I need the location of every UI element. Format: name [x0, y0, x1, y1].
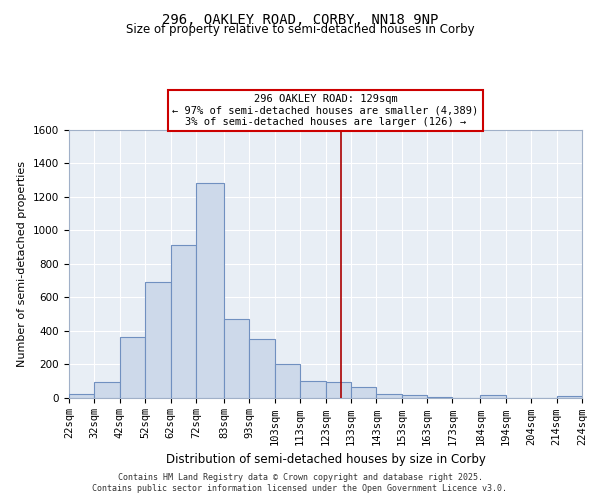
- Y-axis label: Number of semi-detached properties: Number of semi-detached properties: [17, 161, 28, 367]
- Text: 296 OAKLEY ROAD: 129sqm
← 97% of semi-detached houses are smaller (4,389)
3% of : 296 OAKLEY ROAD: 129sqm ← 97% of semi-de…: [172, 94, 479, 128]
- Text: Size of property relative to semi-detached houses in Corby: Size of property relative to semi-detach…: [125, 22, 475, 36]
- Bar: [300, 381, 325, 398]
- Bar: [94, 382, 120, 398]
- Text: 296, OAKLEY ROAD, CORBY, NN18 9NP: 296, OAKLEY ROAD, CORBY, NN18 9NP: [162, 12, 438, 26]
- Bar: [120, 338, 145, 398]
- Bar: [250, 339, 275, 398]
- Bar: [351, 386, 376, 398]
- Bar: [275, 364, 300, 398]
- Bar: [196, 184, 224, 398]
- Bar: [557, 396, 582, 398]
- Bar: [170, 246, 196, 398]
- Text: Contains public sector information licensed under the Open Government Licence v3: Contains public sector information licen…: [92, 484, 508, 493]
- Bar: [224, 319, 250, 398]
- X-axis label: Distribution of semi-detached houses by size in Corby: Distribution of semi-detached houses by …: [166, 453, 485, 466]
- Bar: [69, 394, 94, 398]
- Bar: [376, 394, 401, 398]
- Bar: [145, 282, 170, 398]
- Text: Contains HM Land Registry data © Crown copyright and database right 2025.: Contains HM Land Registry data © Crown c…: [118, 472, 482, 482]
- Bar: [427, 396, 452, 398]
- Bar: [325, 382, 351, 398]
- Bar: [401, 395, 427, 398]
- Bar: [481, 395, 506, 398]
